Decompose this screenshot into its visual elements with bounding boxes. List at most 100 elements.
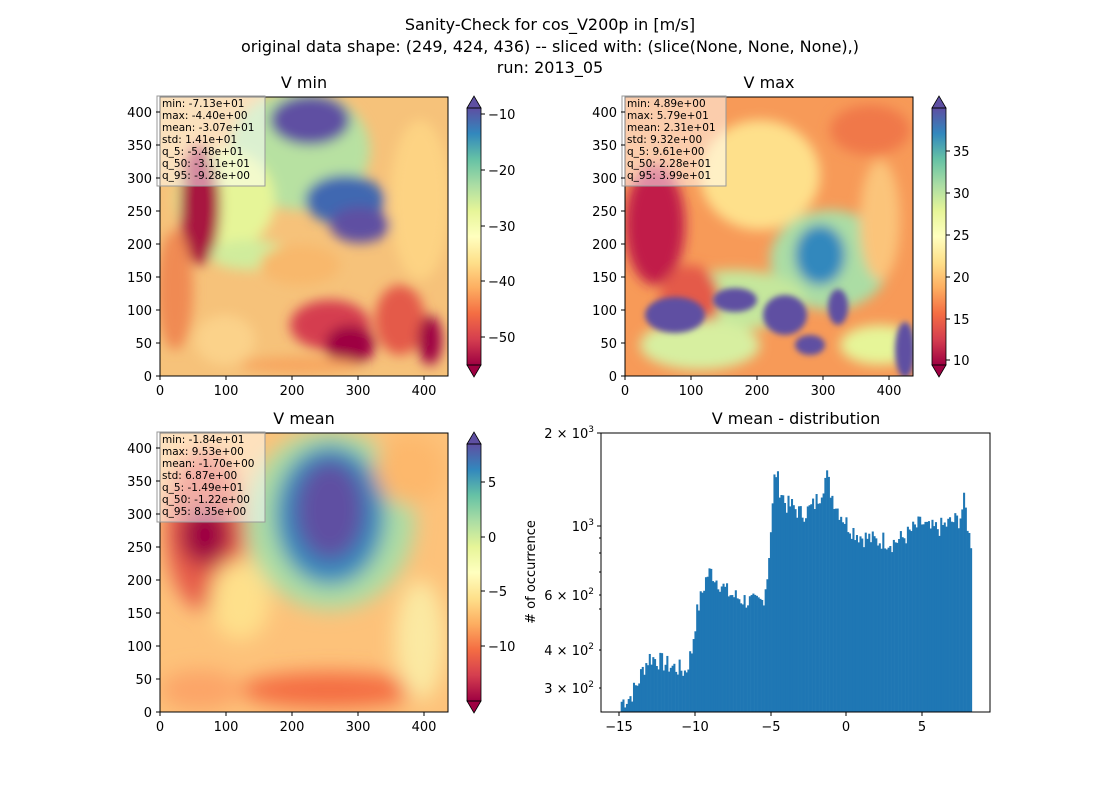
histogram-bar — [857, 542, 860, 712]
histogram-bar — [845, 517, 848, 712]
x-tick-label: 200 — [280, 384, 305, 399]
histogram-bar — [715, 580, 718, 712]
histogram-bar — [836, 508, 839, 712]
histogram-bar — [838, 519, 841, 712]
y-tick-label: 400 — [127, 106, 152, 121]
histogram-bar — [745, 607, 748, 712]
histogram-bar — [954, 513, 957, 712]
y-tick-label: 150 — [127, 271, 152, 286]
histogram-bar — [703, 590, 706, 712]
panel-title: V min — [281, 73, 327, 92]
histogram-bar — [720, 586, 723, 712]
histogram-bar — [952, 522, 955, 712]
histogram-bar — [873, 536, 876, 712]
histogram-bar — [805, 518, 808, 712]
y-tick-label: 2 × 103 — [544, 425, 594, 442]
histogram-bar — [929, 528, 932, 712]
histogram-bar — [919, 516, 922, 712]
histogram-bar — [650, 664, 653, 712]
colorbar-tick-label: −30 — [488, 220, 515, 235]
histogram-bar — [884, 548, 887, 712]
panel-v-mean: V mean min: -1.84e+01 max: 9.53e+00 mean… — [127, 409, 515, 735]
axes-frame — [624, 96, 914, 377]
stat-line: mean: 2.31e+01 — [627, 122, 716, 134]
histogram-bar — [854, 540, 857, 712]
y-tick-label: 300 — [127, 508, 152, 523]
histogram-bar — [880, 548, 883, 712]
histogram-bar — [892, 539, 895, 712]
y-tick-label: 0 — [144, 370, 152, 385]
x-tick-label: 300 — [346, 384, 371, 399]
colorbar-tick-label: 25 — [953, 229, 970, 244]
histogram-bar — [903, 538, 906, 712]
histogram-bar — [941, 525, 945, 712]
histogram-bar — [949, 517, 952, 712]
histogram-bar — [813, 509, 816, 712]
y-tick-label: 350 — [127, 475, 152, 490]
histogram-bar — [673, 663, 676, 712]
histogram-bar — [652, 657, 655, 712]
y-tick-label: 150 — [592, 271, 617, 286]
histogram-bar — [794, 509, 797, 712]
histogram-bar — [862, 547, 866, 712]
histogram-bar — [671, 665, 674, 712]
x-tick-label: 300 — [346, 720, 371, 735]
x-tick-label: −10 — [681, 720, 708, 735]
histogram-bar — [696, 604, 699, 712]
x-tick-label: 200 — [280, 720, 305, 735]
histogram-bar — [629, 696, 632, 712]
histogram-bar — [690, 653, 693, 712]
histogram-bar — [780, 495, 783, 712]
histogram-bar — [882, 532, 885, 712]
histogram-bar — [647, 665, 650, 712]
x-tick-label: −15 — [605, 720, 632, 735]
colorbar: −10 −20 −30 −40 −50 — [466, 95, 515, 378]
histogram-bar — [790, 499, 794, 712]
histogram-bar — [632, 682, 636, 712]
histogram-bar — [722, 583, 725, 712]
y-tick-label: 50 — [135, 673, 152, 688]
axes-frame — [159, 432, 449, 713]
histogram-bar — [841, 522, 844, 712]
histogram-bar — [915, 527, 918, 712]
histogram-bar — [961, 509, 964, 712]
colorbar-extend-min — [931, 364, 947, 378]
colorbar-tick-label: −40 — [488, 275, 515, 290]
colorbar-extend-max — [466, 431, 482, 445]
histogram-bar — [620, 701, 623, 712]
histogram-bar — [782, 495, 785, 712]
histogram-bar — [708, 568, 711, 712]
histogram-bar — [638, 683, 641, 712]
y-axis: 0 50 100 150 200 250 300 350 400 — [592, 106, 625, 385]
histogram-bar — [898, 538, 901, 712]
histogram-bar — [662, 670, 665, 712]
histogram-bar — [680, 670, 683, 712]
stats-box: min: -1.84e+01 max: 9.53e+00 mean: -1.70… — [156, 431, 266, 523]
histogram-bar — [905, 543, 908, 712]
stat-line: q_50: -3.11e+01 — [162, 158, 250, 170]
histogram-bar — [687, 669, 690, 712]
histogram-bar — [968, 532, 971, 712]
histogram-bar — [956, 515, 959, 712]
histogram-bar — [762, 605, 765, 712]
colorbar-tick-label: 10 — [953, 354, 970, 369]
histogram-bar — [922, 524, 925, 712]
histogram-bar — [947, 518, 950, 712]
histogram-bar — [855, 535, 859, 712]
histogram-bar — [917, 516, 920, 712]
histogram-bar — [639, 669, 643, 712]
stat-line: min: -7.13e+01 — [162, 98, 244, 110]
y-axis: 0 50 100 150 200 250 300 350 400 — [127, 442, 160, 721]
y-tick-label: 200 — [127, 574, 152, 589]
histogram-bar — [783, 502, 787, 712]
histogram-bar — [731, 595, 734, 712]
histogram-bar — [669, 667, 672, 712]
y-axis: 0 50 100 150 200 250 300 350 400 — [127, 106, 160, 385]
colorbar-tick-label: −10 — [488, 108, 515, 123]
histogram-bar — [864, 532, 867, 712]
histogram-bar — [933, 526, 936, 712]
histogram-bar — [924, 521, 927, 712]
histogram-bar — [957, 528, 960, 712]
histogram-bar — [878, 543, 881, 712]
stat-line: q_5: 9.61e+00 — [627, 146, 704, 158]
